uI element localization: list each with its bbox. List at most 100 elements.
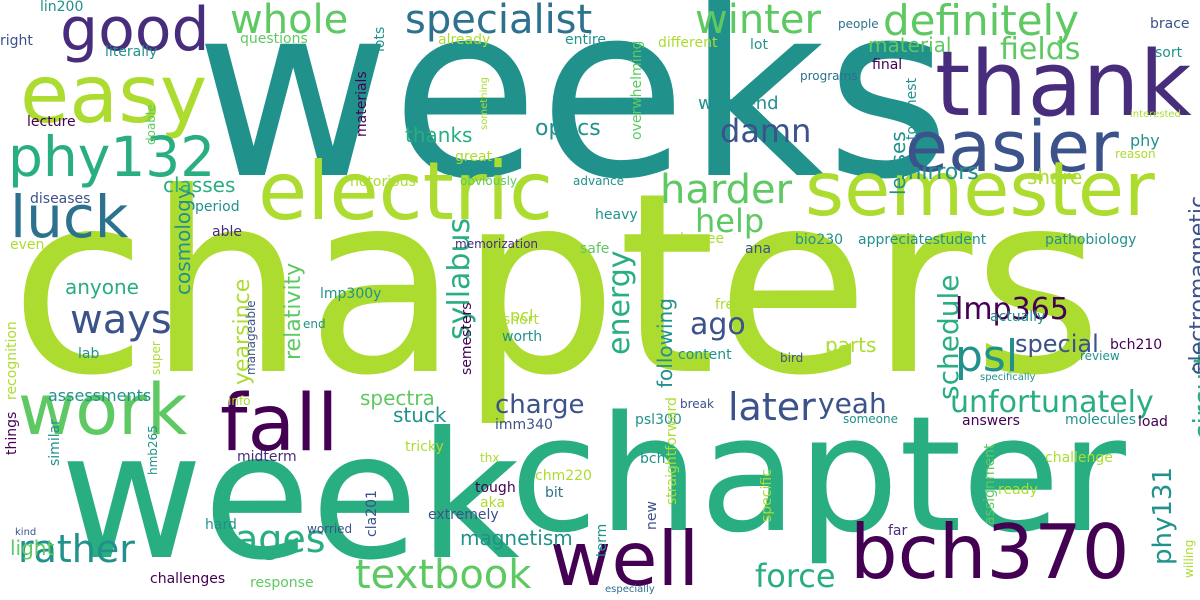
- word-assessments: assessments: [48, 386, 152, 405]
- word-psl: psl: [955, 331, 1019, 382]
- word-share: share: [1027, 165, 1083, 189]
- word-notorious: notorious: [350, 174, 416, 190]
- word-unfortunately: unfortunately: [950, 385, 1154, 420]
- word-assignment: assignment: [982, 443, 998, 525]
- word-bird: bird: [780, 351, 804, 365]
- word-challenges: challenges: [150, 571, 226, 587]
- word-able: able: [212, 224, 242, 240]
- word-classes: classes: [163, 173, 236, 197]
- word-bio230: bio230: [795, 232, 844, 248]
- word-already: already: [438, 32, 491, 48]
- word-pathobiology: pathobiology: [1045, 232, 1137, 248]
- word-force: force: [755, 557, 836, 595]
- word-something: something: [479, 77, 490, 130]
- word-programs: programs: [800, 69, 858, 83]
- word-ages: ages: [235, 517, 326, 561]
- word-weekend: weekend: [698, 93, 779, 114]
- word-tricky: tricky: [405, 439, 444, 455]
- word-similar: similar: [47, 419, 63, 466]
- word-luck: luck: [10, 183, 129, 251]
- word-special: special: [1015, 330, 1099, 358]
- word-advance: advance: [573, 174, 625, 188]
- word-thx: thx: [480, 451, 500, 465]
- word-relativity: relativity: [281, 262, 306, 360]
- word-brace: brace: [1150, 16, 1190, 32]
- word-following: following: [653, 298, 677, 388]
- word-short: short: [503, 312, 539, 328]
- word-cosmology: cosmology: [171, 187, 195, 295]
- word-ready: ready: [998, 482, 1038, 498]
- word-term: term: [594, 523, 610, 557]
- word-ago: ago: [690, 307, 746, 342]
- word-tough: tough: [475, 480, 516, 496]
- word-magnetism: magnetism: [460, 526, 573, 550]
- word-chapters: chapters: [10, 139, 1103, 430]
- word-reason: reason: [1115, 147, 1156, 161]
- word-things: things: [4, 411, 20, 455]
- word-phy: phy: [1130, 131, 1160, 150]
- word-super: super: [149, 341, 163, 375]
- word-load: load: [1138, 414, 1168, 430]
- word-safe: safe: [580, 241, 610, 257]
- word-definitely: definitely: [883, 0, 1080, 45]
- word-easier: easier: [905, 106, 1119, 188]
- word-light: light: [10, 536, 55, 560]
- word-kind: kind: [15, 527, 37, 538]
- word-recognition: recognition: [4, 321, 20, 400]
- word-phy132: phy132: [8, 125, 216, 189]
- word-work: work: [18, 369, 188, 451]
- word-week: week: [60, 396, 520, 599]
- word-questions: questions: [240, 31, 308, 47]
- word-chapter: chapter: [510, 381, 1126, 568]
- word-semesters: semesters: [459, 302, 475, 375]
- word-info: info: [228, 394, 251, 408]
- word-degree: degree: [675, 231, 725, 247]
- word-material: material: [868, 33, 952, 57]
- word-anyone: anyone: [65, 275, 139, 299]
- word-doable: doable: [144, 104, 158, 145]
- word-lmp365: lmp365: [955, 292, 1069, 327]
- word-optics: optics: [535, 116, 601, 141]
- word-bch370: bch370: [850, 508, 1130, 596]
- word-free: free: [715, 297, 743, 313]
- word-different: different: [658, 35, 718, 51]
- word-specialist: specialist: [405, 0, 593, 43]
- word-someone: someone: [843, 412, 898, 426]
- word-ways: ways: [70, 297, 172, 343]
- word-cla201: cla201: [364, 490, 380, 537]
- word-harder: harder: [660, 167, 793, 213]
- word-new: new: [644, 501, 660, 530]
- word-bch: bch: [640, 451, 666, 467]
- word-psl300: psl300: [635, 412, 682, 428]
- word-literally: literally: [105, 44, 158, 60]
- word-later: later: [728, 385, 816, 429]
- word-thanks: thanks: [405, 123, 473, 147]
- word-worth: worth: [502, 329, 543, 345]
- word-people: people: [838, 17, 879, 31]
- word-winter: winter: [695, 0, 821, 43]
- word-easy: easy: [20, 48, 208, 141]
- word-interested: interested: [1130, 109, 1181, 120]
- word-obviously: obviously: [460, 174, 518, 188]
- word-final: final: [872, 57, 903, 73]
- word-imm340: imm340: [495, 417, 553, 433]
- word-worried: worried: [307, 522, 353, 536]
- word-straightforward: straightforward: [664, 397, 680, 505]
- word-overwhelming: overwhelming: [629, 40, 645, 140]
- word-lmp300y: lmp300y: [320, 286, 382, 302]
- word-break: break: [680, 397, 714, 411]
- word-right: right: [0, 33, 33, 49]
- word-midterm: midterm: [237, 449, 297, 465]
- word-lot: lot: [750, 37, 768, 53]
- word-challenge: challenge: [1045, 450, 1113, 466]
- word-hard: hard: [205, 517, 237, 533]
- word-lots: lots: [372, 26, 388, 52]
- word-parts: parts: [825, 333, 877, 357]
- word-yeah: yeah: [818, 387, 887, 420]
- word-fall: fall: [220, 379, 339, 469]
- word-molecules: molecules: [1065, 412, 1137, 428]
- word-textbook: textbook: [355, 552, 532, 598]
- word-far: far: [888, 523, 908, 539]
- word-sort: sort: [1155, 45, 1183, 61]
